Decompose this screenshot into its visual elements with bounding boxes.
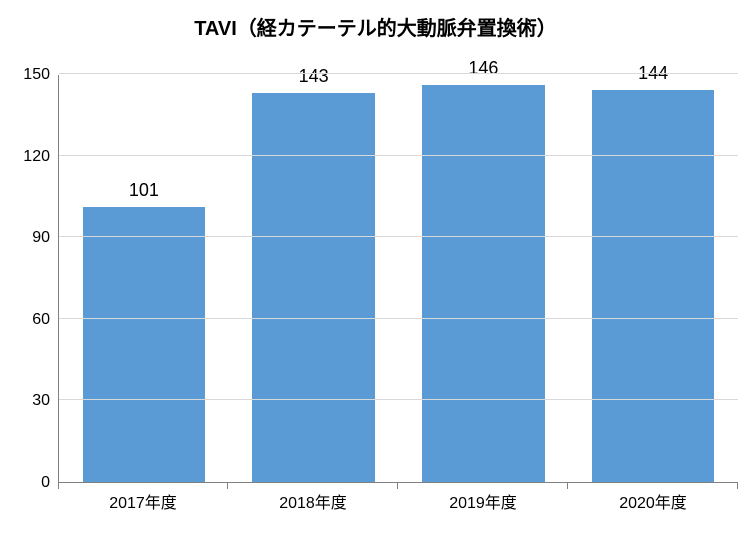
x-tick-label: 2020年度 xyxy=(619,483,687,513)
gridline xyxy=(59,399,738,400)
x-tick-separator xyxy=(737,483,738,489)
bar-value-label: 146 xyxy=(399,58,569,79)
bar xyxy=(592,90,714,482)
x-tick: 2019年度 xyxy=(398,483,568,513)
bar-value-label: 101 xyxy=(59,180,229,201)
x-tick: 2018年度 xyxy=(228,483,398,513)
bar xyxy=(422,85,544,482)
x-axis: 2017年度 2018年度 2019年度 2020年度 xyxy=(58,483,738,513)
x-tick-separator xyxy=(58,483,59,489)
gridline xyxy=(59,318,738,319)
y-axis: 0306090120150 xyxy=(0,75,58,483)
y-tick-label: 60 xyxy=(32,311,50,329)
x-tick-label: 2019年度 xyxy=(449,483,517,513)
x-tick-label: 2017年度 xyxy=(109,483,177,513)
bar-wrapper: 143 xyxy=(229,75,399,482)
x-tick-label: 2018年度 xyxy=(279,483,347,513)
bar-wrapper: 144 xyxy=(568,75,738,482)
y-tick-label: 30 xyxy=(32,392,50,410)
bars-group: 101143146144 xyxy=(59,75,738,482)
gridline xyxy=(59,73,738,74)
y-tick-label: 120 xyxy=(23,148,50,166)
bar-wrapper: 101 xyxy=(59,75,229,482)
bar xyxy=(252,93,374,482)
chart-title: TAVI（経カテーテル的大動脈弁置換術） xyxy=(0,0,751,49)
x-tick: 2020年度 xyxy=(568,483,738,513)
bar-wrapper: 146 xyxy=(399,75,569,482)
gridline xyxy=(59,236,738,237)
y-tick-label: 0 xyxy=(41,474,50,492)
chart-container: 0306090120150 101143146144 xyxy=(0,75,738,483)
plot-area: 101143146144 xyxy=(58,75,738,483)
bar xyxy=(83,207,205,482)
y-tick-label: 150 xyxy=(23,66,50,84)
x-tick: 2017年度 xyxy=(58,483,228,513)
bar-value-label: 143 xyxy=(229,66,399,87)
y-tick-label: 90 xyxy=(32,229,50,247)
gridline xyxy=(59,155,738,156)
